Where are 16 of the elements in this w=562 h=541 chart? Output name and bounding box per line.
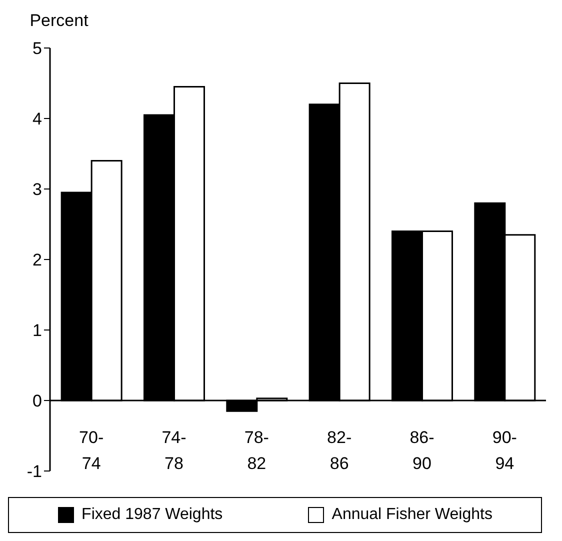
y-tick-label: -1 xyxy=(26,462,42,482)
x-tick-label: 86-90 xyxy=(410,428,434,473)
x-tick-label: 70-74 xyxy=(79,428,104,473)
y-tick-label: 4 xyxy=(32,110,42,129)
x-tick-label: 90-94 xyxy=(492,428,517,473)
x-tick-label: 82-86 xyxy=(327,428,352,473)
y-tick-label: 2 xyxy=(32,250,42,270)
y-axis-title: Percent xyxy=(30,11,89,30)
y-tick-label: 5 xyxy=(32,39,42,58)
y-tick-label: 0 xyxy=(32,392,42,411)
legend-label: Fixed 1987 Weights xyxy=(80,506,223,524)
x-tick-label: 74-78 xyxy=(162,428,186,473)
legend-label: Annual Fisher Weights xyxy=(330,506,492,524)
y-tick-label: 3 xyxy=(32,180,42,200)
x-tick-label: 78-82 xyxy=(244,428,269,473)
y-tick-label: 1 xyxy=(32,321,42,340)
